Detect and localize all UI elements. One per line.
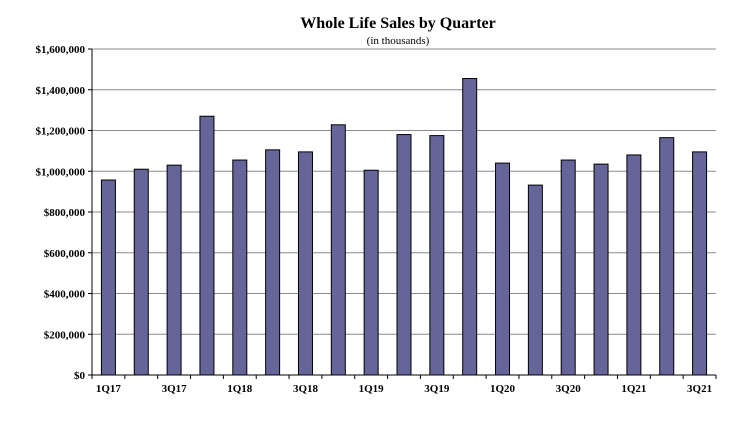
x-tick-label: 1Q21 bbox=[621, 383, 646, 395]
bar bbox=[297, 151, 313, 376]
y-tick-label: $200,000 bbox=[44, 329, 86, 341]
bar bbox=[659, 137, 675, 376]
bar bbox=[396, 134, 412, 376]
x-tick-label: 3Q20 bbox=[556, 383, 582, 395]
axes bbox=[88, 48, 717, 379]
x-tick-label: 3Q18 bbox=[293, 383, 319, 395]
bar bbox=[626, 154, 642, 376]
bar bbox=[133, 168, 149, 376]
y-tick-label: $0 bbox=[74, 370, 86, 382]
x-tick-label: 3Q19 bbox=[424, 383, 450, 395]
x-tick-label: 1Q17 bbox=[96, 383, 122, 395]
bar bbox=[166, 164, 182, 376]
bar bbox=[363, 169, 379, 376]
bar bbox=[593, 163, 609, 376]
bar bbox=[527, 184, 543, 376]
bar bbox=[429, 135, 445, 376]
bars bbox=[100, 78, 708, 376]
y-tick-label: $600,000 bbox=[44, 248, 86, 260]
chart-title: Whole Life Sales by Quarter bbox=[300, 15, 496, 32]
y-tick-label: $1,200,000 bbox=[36, 126, 86, 138]
y-tick-label: $1,000,000 bbox=[36, 166, 86, 178]
bar bbox=[199, 115, 215, 376]
bar bbox=[265, 149, 281, 376]
x-tick-label: 1Q18 bbox=[227, 383, 253, 395]
x-tick-label: 3Q17 bbox=[162, 383, 188, 395]
y-tick-label: $400,000 bbox=[44, 289, 86, 301]
x-tick-label: 3Q21 bbox=[687, 383, 712, 395]
x-tick-label: 1Q20 bbox=[490, 383, 516, 395]
bar bbox=[560, 159, 576, 376]
bar bbox=[462, 78, 478, 376]
y-tick-label: $1,400,000 bbox=[36, 85, 86, 97]
bar bbox=[232, 159, 248, 376]
tick-labels: $0 $200,000 $400,000 $600,000 $800,000 $1,000… bbox=[36, 44, 713, 395]
x-tick-label: 1Q19 bbox=[359, 383, 385, 395]
bar bbox=[330, 124, 346, 376]
gridlines bbox=[92, 48, 716, 335]
chart-subtitle: (in thousands) bbox=[366, 35, 430, 47]
bar bbox=[100, 179, 116, 376]
bar bbox=[495, 162, 511, 376]
y-tick-label: $1,600,000 bbox=[36, 44, 86, 56]
y-tick-label: $800,000 bbox=[44, 207, 86, 219]
bar bbox=[692, 151, 708, 376]
